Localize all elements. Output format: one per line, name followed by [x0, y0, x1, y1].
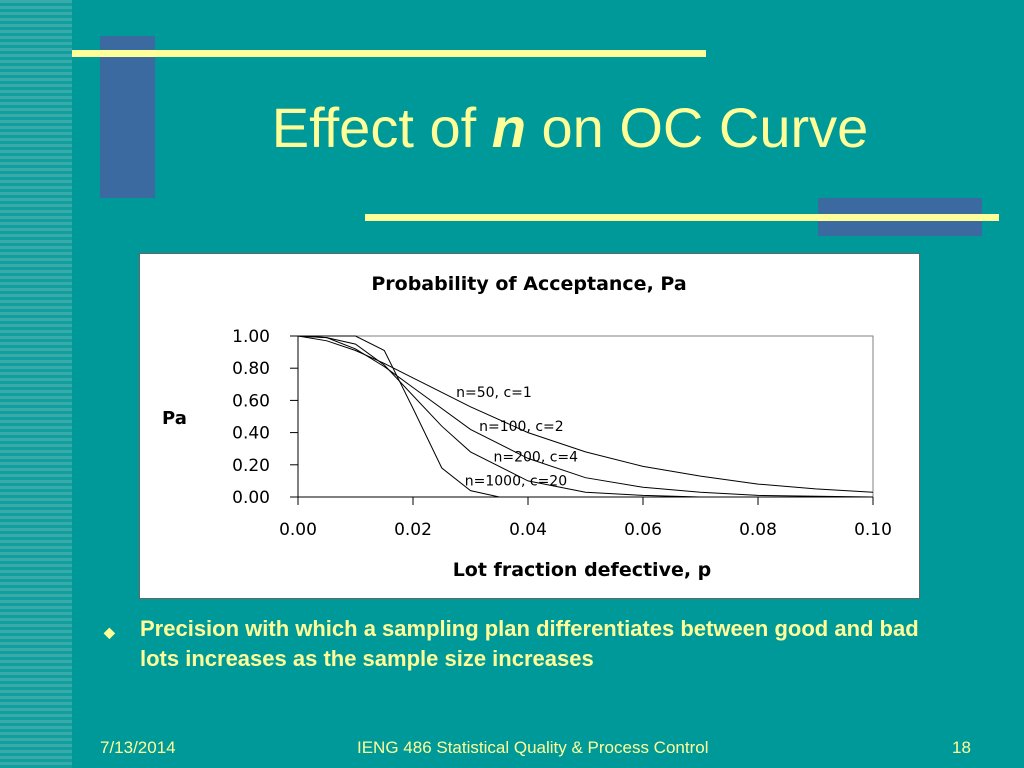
y-tick-label: 0.20	[232, 456, 270, 476]
series-label-4: n=1000, c=20	[465, 474, 567, 490]
diamond-bullet-icon: ◆	[104, 624, 115, 640]
series-label-1: n=50, c=1	[456, 385, 532, 401]
title-accent-line-top	[72, 50, 706, 57]
x-tick-label: 0.08	[739, 520, 777, 540]
x-axis-label: Lot fraction defective, p	[453, 559, 712, 581]
slide-title: Effect of n on OC Curve	[170, 92, 970, 164]
bullet-text: Precision with which a sampling plan dif…	[140, 616, 919, 671]
series-label-3: n=200, c=4	[494, 450, 579, 466]
x-tick-label: 0.10	[854, 520, 892, 540]
chart-title: Probability of Acceptance, Pa	[371, 273, 686, 295]
y-tick-label: 0.60	[232, 391, 270, 411]
oc-curve-chart-svg: Probability of Acceptance, Pa Pa Lot fra…	[162, 273, 892, 581]
series-line-3	[297, 335, 873, 498]
y-axis-label: Pa	[162, 408, 187, 429]
striped-sidebar-decoration	[0, 0, 72, 768]
y-tick-label: 0.80	[232, 359, 270, 379]
y-tick-label: 0.00	[232, 488, 270, 508]
slide-title-prefix: Effect of	[271, 96, 492, 159]
x-tick-label: 0.06	[624, 520, 662, 540]
series-line-1	[297, 335, 874, 493]
plot-area-frame	[297, 335, 874, 498]
x-tick-label: 0.00	[279, 520, 317, 540]
x-tick-label: 0.04	[509, 520, 547, 540]
title-accent-line-bottom	[365, 214, 999, 221]
y-tick-label: 1.00	[232, 327, 270, 347]
blue-accent-block-left	[100, 36, 155, 198]
series-line-2	[297, 335, 874, 498]
footer-date: 7/13/2014	[100, 738, 176, 757]
footer-page-number: 18	[952, 738, 971, 757]
y-tick-label: 0.40	[232, 424, 270, 444]
slide-title-variable: n	[491, 96, 526, 159]
oc-curve-chart: Probability of Acceptance, Pa Pa Lot fra…	[139, 253, 920, 599]
footer-course-title: IENG 486 Statistical Quality & Process C…	[357, 738, 709, 757]
x-tick-label: 0.02	[394, 520, 432, 540]
series-label-2: n=100, c=2	[479, 419, 564, 435]
series-line-4	[298, 335, 873, 498]
slide-title-suffix: on OC Curve	[525, 96, 869, 159]
